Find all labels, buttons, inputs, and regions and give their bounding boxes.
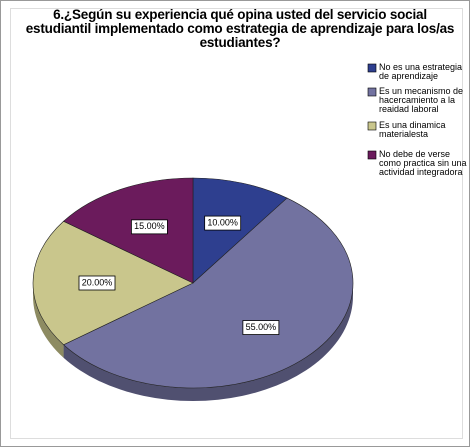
slice xyxy=(192,177,288,284)
legend-swatch xyxy=(367,63,377,73)
legend-label: No es una estrategia de aprendizaje xyxy=(379,62,462,81)
data-label: 55.00% xyxy=(246,322,277,332)
label-box xyxy=(78,275,116,291)
legend-swatch xyxy=(367,121,377,131)
chart-title: 6.¿Según su experiencia qué opina usted … xyxy=(25,7,455,50)
slice-side xyxy=(33,283,64,358)
label-box xyxy=(204,215,242,231)
label-box xyxy=(242,320,280,335)
plot-frame xyxy=(10,8,463,439)
legend-label: Es un mecanismo de hacercamiento a la reai… xyxy=(379,86,463,114)
slice xyxy=(63,197,354,389)
legend-label: Es una dinamica materialesta xyxy=(379,120,446,139)
legend-swatch xyxy=(367,87,377,97)
label-box xyxy=(131,219,168,235)
legend-swatch xyxy=(367,150,377,160)
data-label: 10.00% xyxy=(207,217,238,227)
slice xyxy=(63,177,194,284)
legend-label: No debe de verse como practica sin una act… xyxy=(379,149,467,177)
data-label: 20.00% xyxy=(82,277,113,287)
data-label: 15.00% xyxy=(134,221,165,231)
slice-side xyxy=(63,283,353,401)
